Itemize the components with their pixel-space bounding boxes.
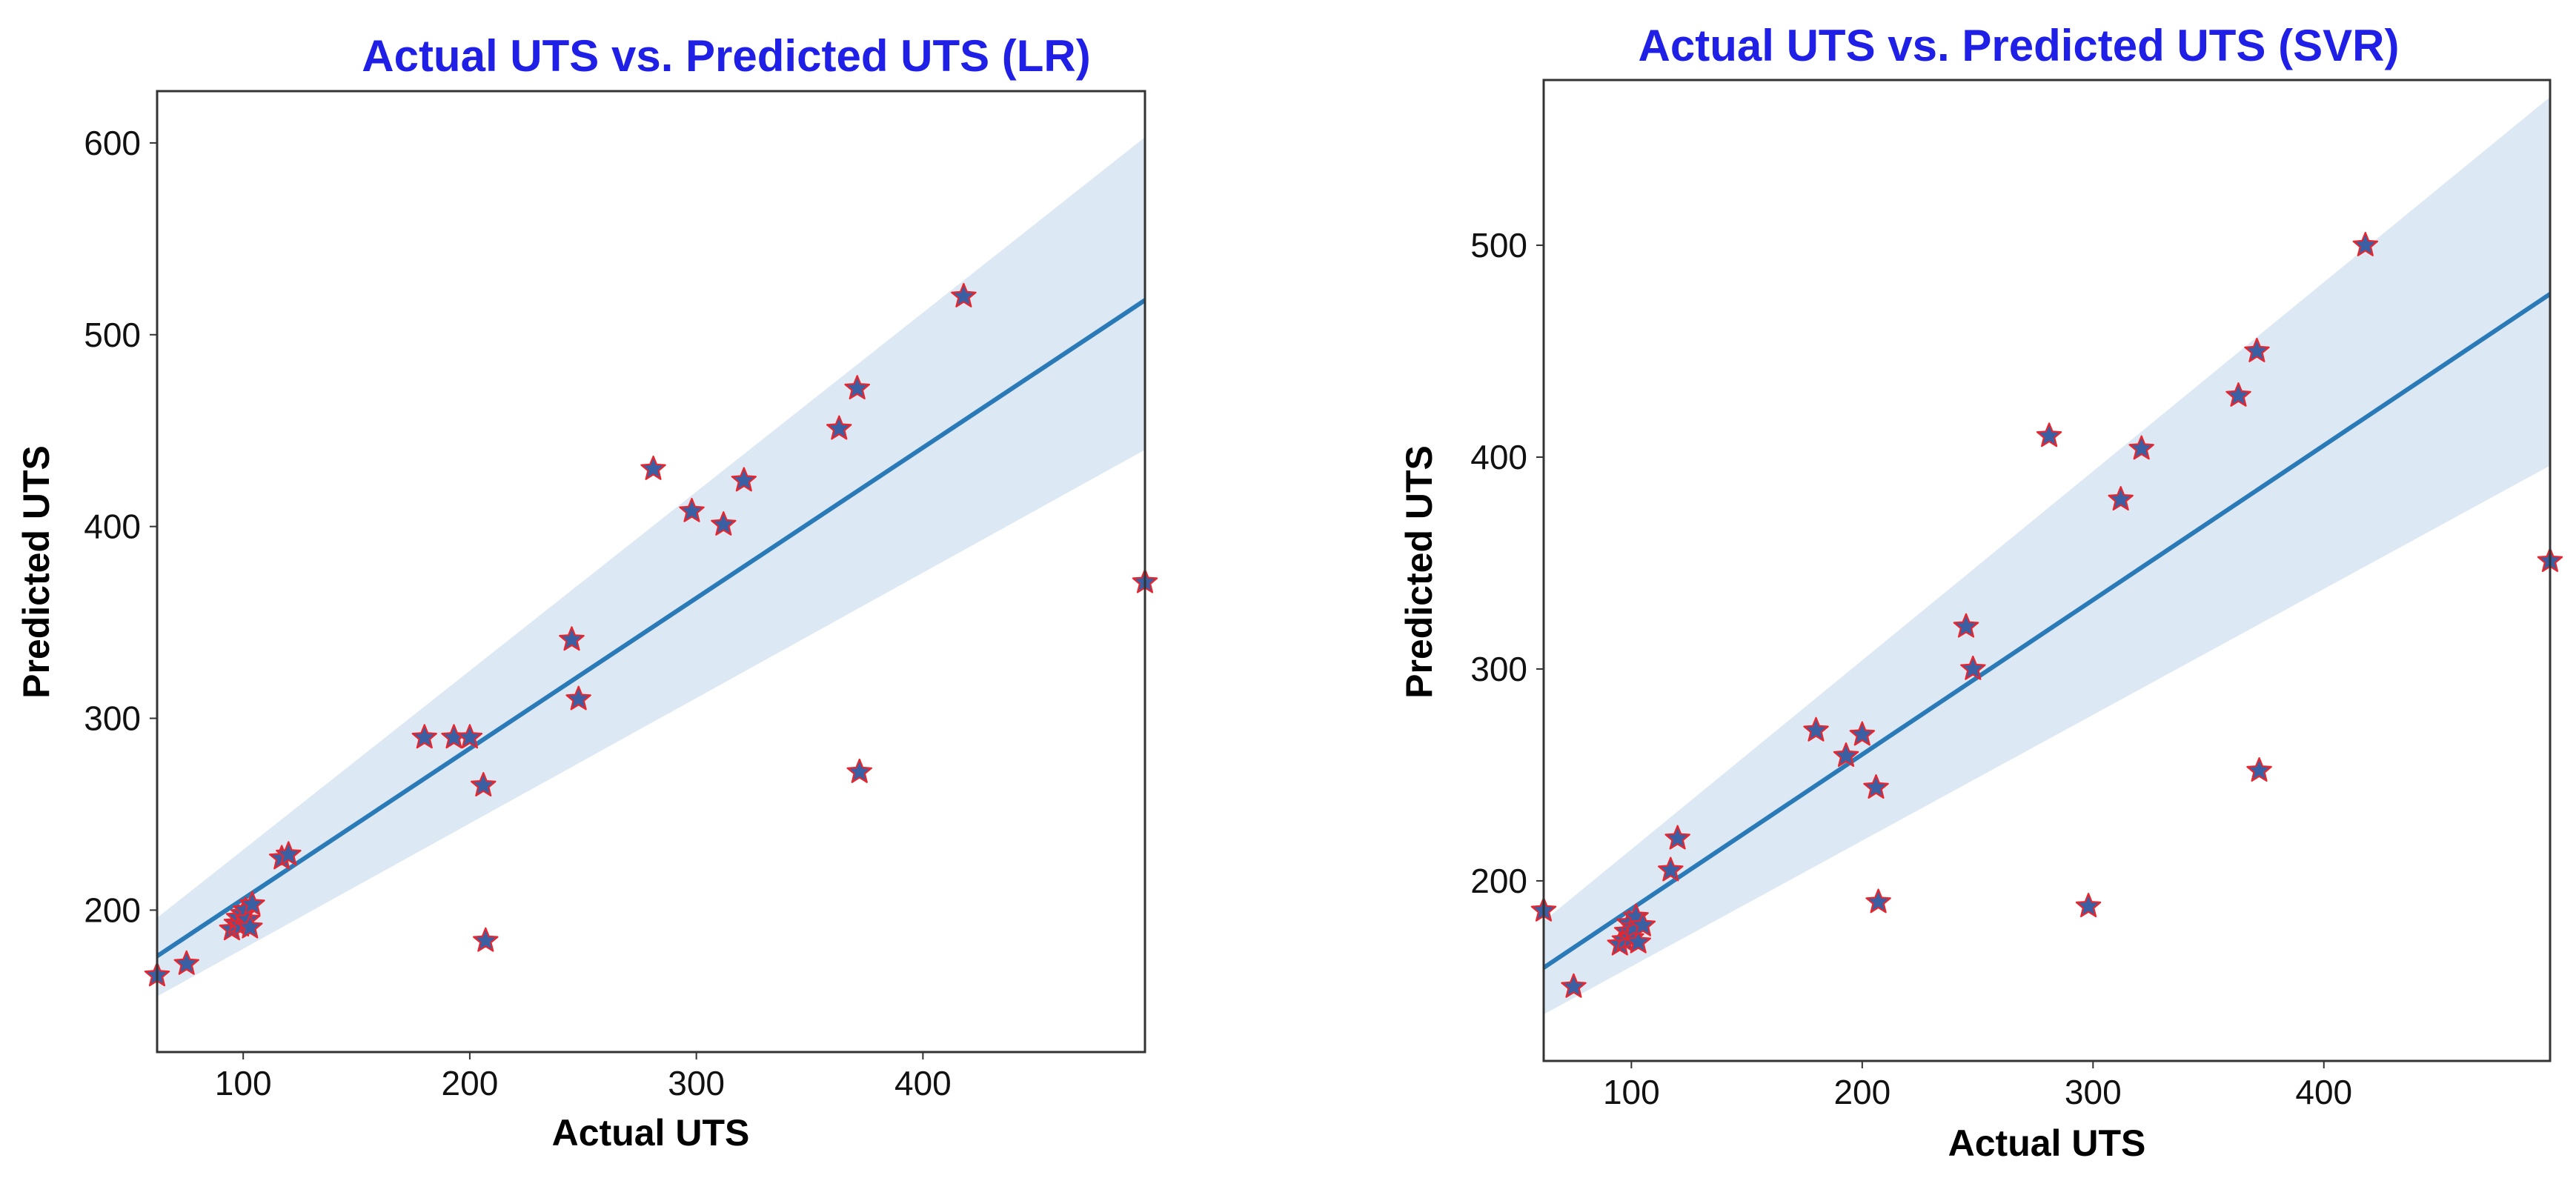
chart-lr-data-point	[565, 685, 591, 711]
chart-lr-data-point	[711, 511, 737, 536]
chart-svr-data-point	[1803, 716, 1829, 742]
chart-svr-y-tick-label: 300	[1470, 650, 1527, 688]
chart-svr-data-point	[1960, 655, 1986, 680]
chart-svr-x-tick-label: 400	[2295, 1073, 2352, 1111]
chart-lr-x-tick-label: 300	[668, 1064, 725, 1102]
chart-lr-y-tick-label: 500	[84, 316, 141, 354]
chart-svr: Actual UTS vs. Predicted UTS (SVR) 100 20…	[1398, 21, 2563, 1164]
chart-lr-title: Actual UTS vs. Predicted UTS (LR)	[362, 31, 1091, 81]
chart-svr-data-point	[2036, 422, 2062, 447]
chart-svr-data-point	[2244, 337, 2270, 362]
chart-svr-x-tick-label: 300	[2065, 1073, 2122, 1111]
chart-svr-data-point	[2108, 486, 2134, 511]
chart-lr-data-point	[411, 724, 437, 749]
chart-lr-y-axis-label: Predicted UTS	[16, 445, 57, 699]
chart-svr-data-point	[1863, 774, 1889, 799]
chart-lr-y-tick-label: 400	[84, 508, 141, 546]
chart-svr-data-point	[1849, 721, 1876, 746]
chart-lr-x-tick-label: 200	[442, 1064, 499, 1102]
chart-lr-data-point	[173, 950, 199, 975]
chart-lr: Actual UTS vs. Predicted UTS (LR) 100 200…	[16, 31, 1158, 1154]
chart-svr-data-point	[1658, 856, 1684, 882]
chart-svr-x-tick-label: 200	[1833, 1073, 1890, 1111]
chart-svr-data-point	[1953, 613, 1979, 638]
chart-svr-data-point	[2352, 231, 2379, 256]
chart-svr-y-tick-label: 200	[1470, 862, 1527, 900]
chart-svr-data-point	[1664, 825, 1690, 850]
chart-svr-x-axis-label: Actual UTS	[1948, 1122, 2146, 1164]
chart-svr-data-point	[2246, 757, 2272, 782]
chart-lr-data-point	[844, 375, 870, 400]
chart-svr-data-point	[1865, 888, 1891, 914]
chart-svr-title: Actual UTS vs. Predicted UTS (SVR)	[1639, 21, 2400, 70]
chart-lr-data-point	[457, 724, 483, 749]
chart-lr-y-tick-label: 600	[84, 124, 141, 162]
chart-lr-plot-frame	[156, 90, 1146, 1054]
chart-svr-data-point	[2128, 435, 2154, 460]
chart-svr-regression-line	[1544, 292, 2550, 970]
chart-lr-x-axis-label: Actual UTS	[552, 1112, 750, 1154]
chart-svr-confidence-band	[1544, 96, 2550, 1015]
chart-lr-data-point	[826, 415, 852, 440]
chart-lr-data-point	[640, 455, 666, 480]
chart-svr-x-tick-label: 100	[1603, 1073, 1660, 1111]
chart-svr-y-axis-label: Predicted UTS	[1398, 445, 1440, 699]
chart-lr-data-point	[951, 282, 977, 307]
chart-lr-x-tick-label: 100	[215, 1064, 272, 1102]
chart-svr-y-tick-label: 400	[1470, 438, 1527, 476]
chart-svr-data-point	[1625, 928, 1651, 954]
chart-lr-data-point	[276, 841, 302, 866]
chart-lr-confidence-band	[157, 137, 1145, 996]
chart-svr-data-point	[2075, 893, 2102, 918]
chart-svr-data-point	[2225, 382, 2251, 407]
chart-lr-data-point	[473, 927, 499, 952]
chart-svr-data-point	[1630, 911, 1656, 936]
chart-lr-y-tick-label: 200	[84, 891, 141, 929]
chart-svr-data-point	[1561, 973, 1587, 998]
chart-lr-x-tick-label: 400	[894, 1064, 952, 1102]
chart-lr-regression-line	[157, 298, 1145, 959]
chart-lr-data-point	[239, 891, 265, 916]
chart-lr-data-point	[679, 497, 705, 522]
chart-svr-y-tick-label: 500	[1470, 226, 1527, 264]
chart-svr-plot-frame	[1542, 79, 2552, 1062]
chart-lr-data-point	[559, 626, 585, 651]
chart-lr-data-point	[471, 772, 497, 796]
chart-lr-data-point	[731, 467, 757, 492]
chart-lr-data-point	[846, 758, 872, 783]
chart-svr-data-point	[1833, 742, 1859, 768]
chart-lr-data-point	[237, 914, 263, 939]
chart-lr-y-tick-label: 300	[84, 699, 141, 738]
